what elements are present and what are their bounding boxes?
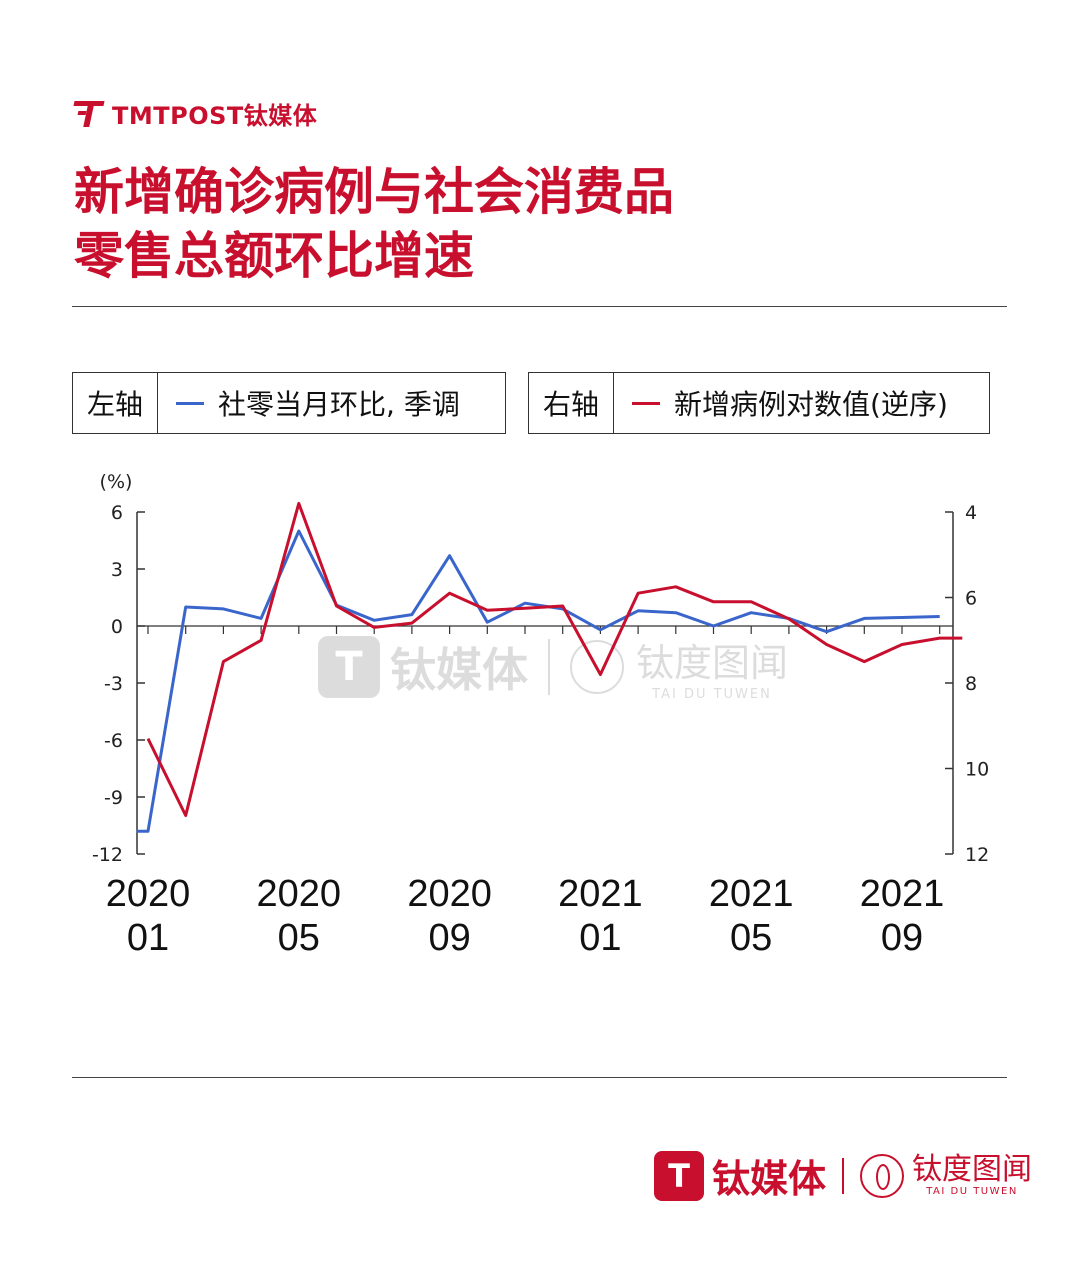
title-line-1: 新增确诊病例与社会消费品 — [74, 163, 674, 221]
top-divider — [72, 306, 1007, 307]
retail-sales-series-line — [136, 529, 940, 833]
footer-right-cn: 钛度图闻 — [912, 1152, 1033, 1187]
x-tick-label-month: 01 — [579, 917, 621, 959]
left-axis-unit: (%) — [100, 471, 133, 493]
legend-left-series-label: 社零当月环比, 季调 — [218, 388, 460, 421]
x-tick-label-month: 05 — [730, 917, 772, 959]
x-tick-label-month: 05 — [278, 917, 320, 959]
chart-title: 新增确诊病例与社会消费品 零售总额环比增速 — [74, 160, 1014, 288]
brand-logo-text: TMTPOST钛媒体 — [112, 102, 318, 130]
right-tick-label: 12 — [965, 844, 989, 866]
x-tick-label-year: 2020 — [106, 873, 191, 915]
footer-right-en: TAI DU TUWEN — [926, 1186, 1018, 1197]
footer-logo-icon: T — [654, 1150, 704, 1201]
red-line-swatch-icon — [632, 401, 661, 405]
new-cases-series-line — [146, 501, 963, 817]
legend-right-entry: 新增病例对数值(逆序) — [614, 373, 966, 433]
legend-right: 右轴 新增病例对数值(逆序) — [528, 372, 990, 434]
brand-logo: TMTPOST钛媒体 — [73, 96, 318, 131]
x-tick-label-year: 2021 — [860, 873, 945, 915]
left-tick-label: -9 — [104, 787, 123, 809]
x-tick-label-month: 09 — [428, 917, 470, 959]
x-tick-label-year: 2020 — [407, 873, 492, 915]
title-line-2: 零售总额环比增速 — [74, 227, 474, 285]
footer-right: 钛度图闻 TAI DU TUWEN — [912, 1152, 1033, 1198]
footer-logo-text: 钛媒体 — [712, 1157, 827, 1201]
x-tick-label-year: 2020 — [257, 873, 342, 915]
x-tick-label-year: 2021 — [709, 873, 794, 915]
footer-eye-icon — [860, 1153, 905, 1198]
legend-right-series-label: 新增病例对数值(逆序) — [674, 388, 948, 421]
x-tick-label-month: 01 — [127, 917, 169, 959]
right-tick-label: 10 — [965, 759, 989, 781]
left-tick-label: 6 — [111, 502, 123, 524]
left-tick-label: -6 — [104, 730, 123, 752]
left-tick-label: 3 — [111, 559, 123, 581]
legend-left-entry: 社零当月环比, 季调 — [158, 373, 478, 433]
blue-line-swatch-icon — [176, 401, 205, 405]
legend-right-axis-label: 右轴 — [529, 373, 615, 433]
left-tick-label: 0 — [111, 616, 123, 638]
footer-logo: T 钛媒体 钛度图闻 TAI DU TUWEN — [654, 1148, 1032, 1203]
legend-left: 左轴 社零当月环比, 季调 — [72, 372, 506, 434]
legend-left-axis-label: 左轴 — [73, 373, 159, 433]
right-tick-label: 4 — [965, 502, 977, 524]
right-tick-label: 8 — [965, 673, 977, 695]
bottom-divider — [72, 1077, 1007, 1078]
footer-separator — [842, 1157, 845, 1194]
left-tick-label: -3 — [104, 673, 123, 695]
x-tick-label-year: 2021 — [558, 873, 643, 915]
right-tick-label: 6 — [965, 588, 977, 610]
x-tick-label-month: 09 — [881, 917, 923, 959]
left-tick-label: -12 — [92, 844, 123, 866]
